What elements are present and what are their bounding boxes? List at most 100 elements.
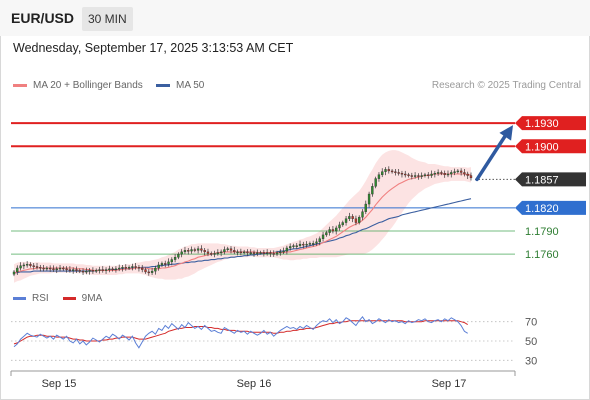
- candle-body: [400, 173, 404, 175]
- candle-body: [331, 229, 335, 232]
- chart-header: EUR/USD 30 MIN: [0, 0, 590, 36]
- candle-body: [223, 249, 226, 253]
- candle-body: [137, 267, 141, 269]
- candle-body: [62, 267, 65, 270]
- ma50-label: MA 50: [176, 80, 205, 91]
- candle-body: [157, 264, 160, 269]
- candle-body: [433, 173, 437, 175]
- rsi-ma-line: [13, 320, 468, 345]
- candle-body: [321, 234, 325, 239]
- candle-body: [203, 250, 206, 253]
- timeframe-badge[interactable]: 30 MIN: [82, 7, 133, 31]
- candle-body: [183, 250, 187, 253]
- candle-body: [226, 248, 229, 250]
- candle-body: [315, 241, 318, 244]
- candle-body: [265, 252, 269, 254]
- candle-body: [233, 250, 236, 253]
- candle-body: [338, 224, 341, 229]
- candle-body: [252, 252, 256, 254]
- candle-body: [147, 271, 150, 274]
- candle-body: [390, 170, 394, 173]
- candle-body: [288, 246, 292, 249]
- candle-body: [16, 267, 19, 273]
- candle-body: [141, 267, 144, 270]
- rsi-line: [13, 315, 468, 349]
- candle-body: [65, 268, 68, 271]
- candle-body: [423, 174, 427, 176]
- candle-body: [417, 175, 420, 177]
- candle-body: [131, 266, 134, 268]
- candle-body: [262, 252, 266, 254]
- candle-body: [239, 251, 243, 254]
- candle-body: [19, 265, 22, 269]
- credit-text: Research © 2025 Trading Central: [431, 80, 581, 91]
- candle-body: [308, 243, 312, 245]
- level-tag-2: [515, 172, 586, 187]
- level-label-1: 1.1900: [525, 141, 559, 153]
- candle-body: [134, 266, 137, 268]
- candle-body: [374, 178, 377, 187]
- rsi-label: RSI: [32, 293, 49, 304]
- candle-body: [446, 173, 450, 176]
- candle-body: [114, 268, 118, 271]
- symbol-title: EUR/USD: [11, 10, 75, 26]
- candle-body: [354, 218, 358, 223]
- rsi-swatch: [13, 297, 26, 300]
- candle-body: [397, 172, 400, 174]
- candle-body: [196, 248, 200, 251]
- candle-body: [328, 229, 331, 233]
- candle-body: [279, 251, 282, 254]
- rsi-legend-item: RSI: [13, 293, 49, 304]
- candle-body: [312, 243, 315, 245]
- candle-body: [210, 253, 213, 255]
- candle-body: [295, 245, 298, 247]
- level-tag-0: [515, 116, 586, 131]
- candle-body: [193, 249, 197, 251]
- level-label-4: 1.1790: [525, 226, 559, 238]
- candle-body: [394, 171, 397, 173]
- candle-body: [413, 175, 417, 177]
- level-label-2: 1.1857: [525, 174, 559, 186]
- candle-body: [407, 174, 410, 176]
- candle-body: [440, 172, 443, 174]
- candle-body: [348, 216, 351, 219]
- candle-body: [459, 170, 463, 173]
- candle-body: [29, 263, 32, 266]
- candle-body: [298, 243, 302, 246]
- candle-body: [236, 251, 239, 254]
- candle-body: [246, 251, 249, 254]
- candle-body: [259, 252, 262, 254]
- candle-body: [436, 172, 440, 174]
- candle-body: [78, 270, 81, 272]
- candle-body: [364, 203, 367, 212]
- legend-ma20: MA 20 + Bollinger Bands: [13, 80, 143, 91]
- ma20-label: MA 20 + Bollinger Bands: [33, 80, 143, 91]
- level-tag-3: [515, 200, 586, 215]
- candle-body: [167, 261, 170, 265]
- x-tick-label: Sep 16: [237, 378, 272, 390]
- candle-body: [318, 238, 321, 243]
- bollinger-band-area: [14, 150, 471, 283]
- candle-body: [358, 216, 361, 223]
- candle-body: [101, 269, 104, 271]
- ma20-line: [13, 173, 471, 274]
- candle-body: [256, 252, 259, 254]
- candle-body: [292, 245, 295, 247]
- candle-body: [187, 250, 190, 252]
- candle-body: [443, 173, 446, 175]
- candle-body: [269, 252, 272, 254]
- candle-body: [58, 267, 62, 270]
- candle-body: [242, 251, 246, 254]
- level-label-0: 1.1930: [525, 118, 559, 130]
- candle-body: [213, 253, 216, 255]
- candle-body: [55, 268, 58, 271]
- candle-body: [108, 268, 111, 271]
- candle-body: [367, 193, 371, 205]
- candle-body: [160, 263, 164, 266]
- candle-body: [25, 263, 29, 266]
- rsi-legend: RSI 9MA: [13, 293, 116, 304]
- candle-body: [219, 251, 223, 254]
- candle-body: [68, 269, 72, 271]
- candle-body: [95, 270, 98, 272]
